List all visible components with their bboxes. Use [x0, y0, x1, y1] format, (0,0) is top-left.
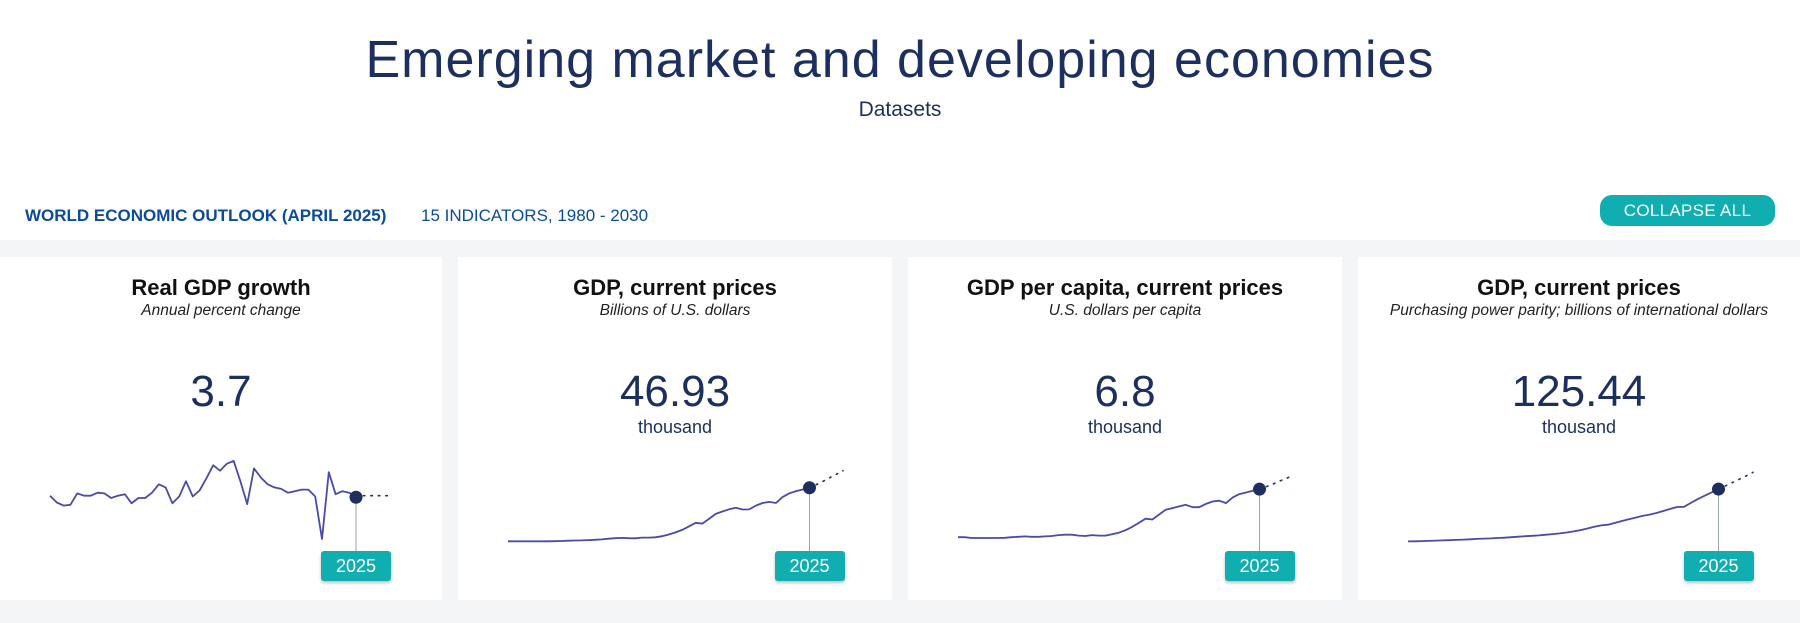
- historical-series-line: [508, 486, 810, 543]
- page-title: Emerging market and developing economies: [365, 31, 1435, 89]
- selected-year-point: [349, 490, 363, 504]
- card-title: Real GDP growth: [131, 275, 311, 300]
- selected-year-point: [803, 481, 816, 495]
- card-unit: Billions of U.S. dollars: [599, 302, 751, 319]
- projection-series-line: [1717, 471, 1754, 490]
- projection-series-line: [355, 494, 391, 498]
- card-value: 6.8: [1094, 367, 1156, 416]
- page-header: Emerging market and developing economies…: [0, 0, 1800, 170]
- historical-series-line: [49, 459, 357, 540]
- page-subtitle: Datasets: [858, 98, 942, 121]
- year-badge[interactable]: 2025: [321, 551, 391, 581]
- indicators-count: 15 INDICATORS, 1980 - 2030: [421, 206, 649, 225]
- sparkline-chart: [958, 474, 1294, 555]
- card-value: 3.7: [190, 367, 252, 416]
- card-scale: thousand: [637, 417, 713, 437]
- indicator-card-gdp-current-prices[interactable]: GDP, current prices Billions of U.S. dol…: [458, 257, 892, 600]
- selected-year-point: [1712, 482, 1725, 496]
- sparkline-chart: [508, 469, 844, 555]
- card-value: 125.44: [1511, 367, 1647, 416]
- card-title: GDP per capita, current prices: [966, 275, 1284, 300]
- card-unit: Purchasing power parity; billions of int…: [1389, 302, 1769, 319]
- indicator-card-gdp-ppp[interactable]: GDP, current prices Purchasing power par…: [1358, 257, 1800, 600]
- projection-series-line: [1258, 474, 1294, 490]
- indicator-card-real-gdp-growth[interactable]: Real GDP growth Annual percent change 3.…: [0, 257, 442, 600]
- sparkline-chart: [49, 459, 391, 555]
- card-scale: thousand: [1087, 417, 1163, 437]
- card-title: GDP, current prices: [573, 275, 777, 300]
- year-badge[interactable]: 2025: [774, 551, 845, 581]
- year-badge[interactable]: 2025: [1224, 551, 1295, 581]
- collapse-all-button[interactable]: COLLAPSE ALL: [1600, 195, 1775, 226]
- card-scale: thousand: [1541, 417, 1617, 437]
- sparkline-chart: [1407, 471, 1754, 555]
- selected-year-point: [1253, 482, 1266, 496]
- card-title: GDP, current prices: [1477, 275, 1681, 300]
- dataset-name-link[interactable]: WORLD ECONOMIC OUTLOOK (APRIL 2025): [25, 206, 387, 225]
- indicator-card-gdp-per-capita[interactable]: GDP per capita, current prices U.S. doll…: [908, 257, 1342, 600]
- projection-series-line: [808, 469, 844, 489]
- card-unit: U.S. dollars per capita: [1048, 302, 1202, 319]
- historical-series-line: [1407, 488, 1719, 543]
- card-unit: Annual percent change: [141, 302, 301, 319]
- year-badge[interactable]: 2025: [1683, 551, 1754, 581]
- historical-series-line: [958, 488, 1260, 539]
- card-value: 46.93: [619, 367, 731, 416]
